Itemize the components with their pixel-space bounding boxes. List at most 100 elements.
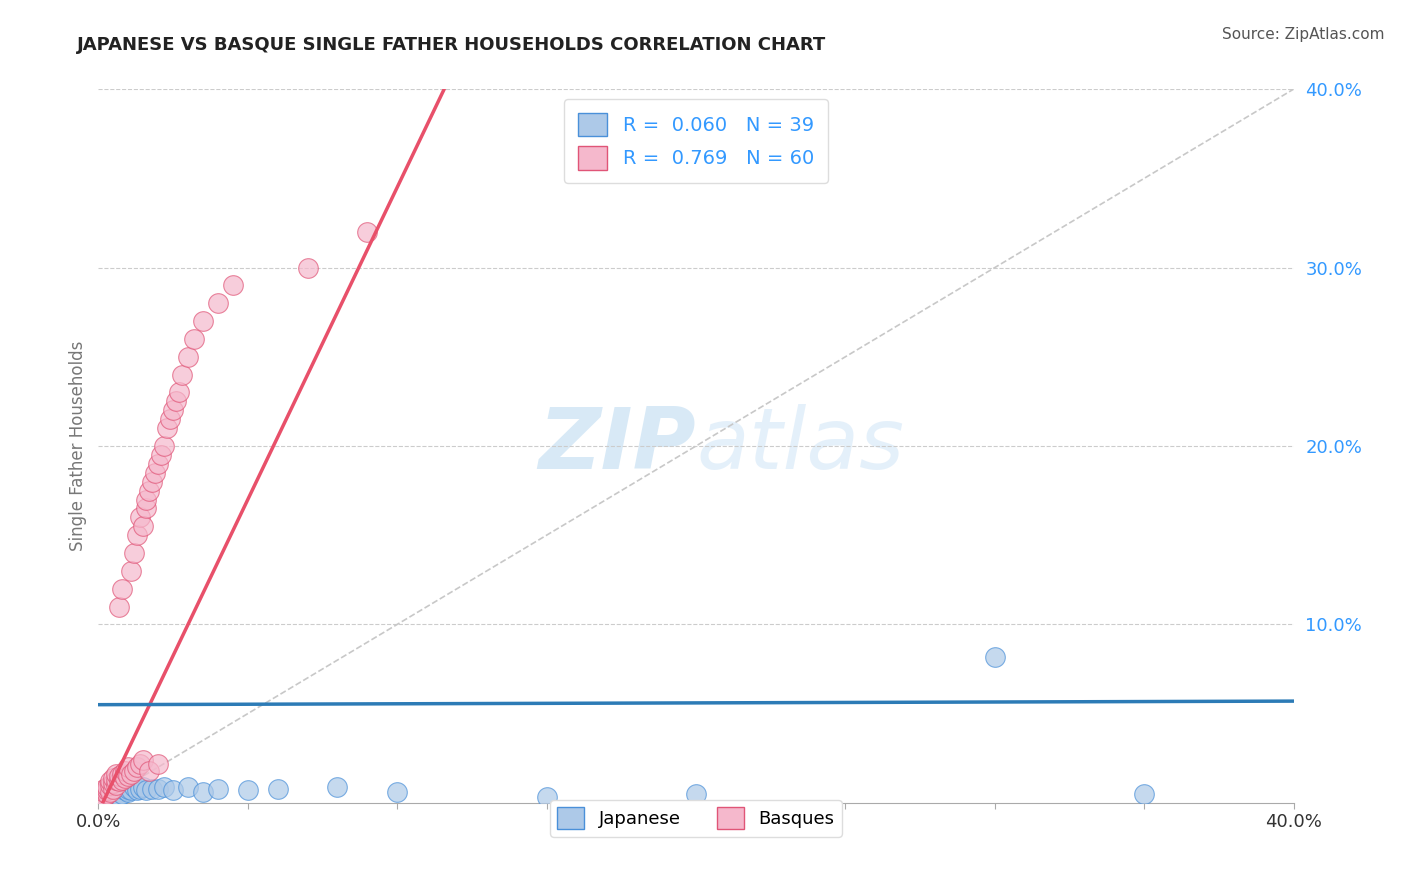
- Point: [356, 225, 378, 239]
- Point: [183, 332, 205, 346]
- Point: [165, 394, 187, 409]
- Point: [117, 769, 139, 783]
- Point: [153, 780, 176, 794]
- Point: [114, 780, 136, 794]
- Point: [108, 769, 131, 783]
- Point: [148, 756, 170, 771]
- Point: [129, 756, 152, 771]
- Point: [103, 792, 125, 806]
- Y-axis label: Single Father Households: Single Father Households: [69, 341, 87, 551]
- Point: [117, 760, 139, 774]
- Point: [117, 785, 139, 799]
- Point: [105, 767, 128, 781]
- Point: [114, 764, 136, 778]
- Point: [127, 783, 149, 797]
- Point: [96, 780, 118, 794]
- Point: [143, 466, 166, 480]
- Point: [132, 519, 155, 533]
- Point: [132, 780, 155, 794]
- Point: [326, 780, 349, 794]
- Point: [162, 403, 184, 417]
- Text: Source: ZipAtlas.com: Source: ZipAtlas.com: [1222, 27, 1385, 42]
- Point: [108, 774, 131, 789]
- Point: [93, 787, 115, 801]
- Point: [207, 781, 229, 796]
- Point: [127, 760, 149, 774]
- Point: [141, 475, 163, 489]
- Point: [96, 787, 118, 801]
- Point: [90, 792, 112, 806]
- Point: [103, 783, 125, 797]
- Point: [135, 501, 157, 516]
- Point: [111, 781, 134, 796]
- Point: [105, 790, 128, 805]
- Point: [108, 789, 131, 803]
- Point: [153, 439, 176, 453]
- Point: [138, 483, 160, 498]
- Point: [207, 296, 229, 310]
- Point: [124, 764, 146, 778]
- Point: [191, 314, 214, 328]
- Point: [93, 781, 115, 796]
- Legend: Japanese, Basques: Japanese, Basques: [550, 800, 842, 837]
- Point: [222, 278, 245, 293]
- Point: [105, 787, 128, 801]
- Point: [129, 781, 152, 796]
- Point: [191, 785, 214, 799]
- Point: [236, 783, 259, 797]
- Point: [536, 790, 558, 805]
- Point: [385, 785, 409, 799]
- Point: [138, 764, 160, 778]
- Point: [111, 582, 134, 596]
- Point: [105, 778, 128, 792]
- Point: [103, 781, 125, 796]
- Point: [98, 785, 122, 799]
- Point: [120, 564, 142, 578]
- Point: [93, 790, 115, 805]
- Point: [98, 774, 122, 789]
- Point: [159, 412, 181, 426]
- Point: [124, 780, 146, 794]
- Point: [150, 448, 173, 462]
- Point: [98, 785, 122, 799]
- Text: ZIP: ZIP: [538, 404, 696, 488]
- Point: [111, 772, 134, 787]
- Point: [984, 649, 1007, 664]
- Point: [96, 790, 118, 805]
- Point: [120, 767, 142, 781]
- Point: [117, 781, 139, 796]
- Point: [132, 753, 155, 767]
- Point: [141, 781, 163, 796]
- Point: [162, 783, 184, 797]
- Point: [93, 785, 115, 799]
- Point: [135, 492, 157, 507]
- Point: [685, 787, 707, 801]
- Point: [172, 368, 194, 382]
- Point: [105, 772, 128, 787]
- Point: [148, 781, 170, 796]
- Point: [1133, 787, 1156, 801]
- Point: [148, 457, 170, 471]
- Point: [98, 792, 122, 806]
- Point: [103, 771, 125, 785]
- Point: [96, 783, 118, 797]
- Point: [156, 421, 179, 435]
- Point: [108, 599, 131, 614]
- Point: [98, 778, 122, 792]
- Point: [135, 783, 157, 797]
- Point: [177, 780, 200, 794]
- Point: [90, 789, 112, 803]
- Point: [177, 350, 200, 364]
- Point: [108, 785, 131, 799]
- Point: [267, 781, 290, 796]
- Point: [103, 789, 125, 803]
- Text: JAPANESE VS BASQUE SINGLE FATHER HOUSEHOLDS CORRELATION CHART: JAPANESE VS BASQUE SINGLE FATHER HOUSEHO…: [77, 36, 827, 54]
- Point: [114, 783, 136, 797]
- Point: [124, 546, 146, 560]
- Point: [96, 781, 118, 796]
- Point: [127, 528, 149, 542]
- Point: [167, 385, 190, 400]
- Point: [297, 260, 319, 275]
- Point: [111, 787, 134, 801]
- Text: atlas: atlas: [696, 404, 904, 488]
